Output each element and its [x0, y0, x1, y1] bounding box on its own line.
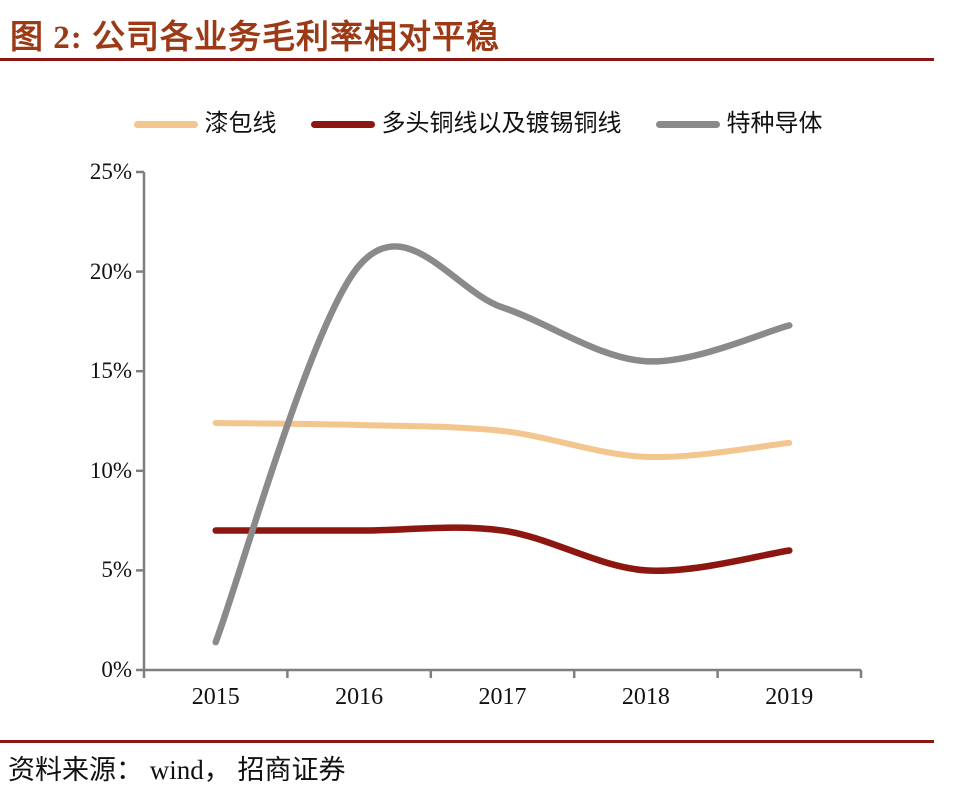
- legend-item-qibaoxian: 漆包线: [133, 108, 277, 140]
- x-axis-label: 2018: [621, 684, 670, 710]
- title-rule: [0, 58, 934, 61]
- x-axis-label: 2019: [765, 684, 814, 710]
- source-rule: [0, 740, 934, 743]
- y-axis-label: 25%: [89, 159, 132, 184]
- x-axis-label: 2017: [478, 684, 527, 710]
- y-axis-label: 0%: [101, 657, 132, 682]
- legend-label: 多头铜线以及镀锡铜线: [381, 111, 622, 137]
- legend-swatch-line-icon: [655, 120, 720, 128]
- legend-label: 特种导体: [726, 111, 823, 137]
- legend-swatch-line-icon: [133, 120, 198, 128]
- legend-item-duotoutongxian: 多头铜线以及镀锡铜线: [310, 108, 622, 140]
- x-axis-label: 2016: [335, 684, 384, 710]
- source-text: 资料来源： wind， 招商证券: [8, 755, 346, 785]
- x-axis-label: 2015: [191, 684, 240, 710]
- legend-label: 漆包线: [204, 111, 277, 137]
- figure-title: 图 2: 公司各业务毛利率相对平稳: [10, 20, 500, 56]
- chart-legend: 漆包线 多头铜线以及镀锡铜线 特种导体: [0, 108, 956, 140]
- legend-swatch-line-icon: [310, 120, 375, 128]
- y-axis-label: 15%: [89, 358, 132, 384]
- y-axis-label: 20%: [89, 258, 132, 284]
- y-axis-label: 5%: [101, 557, 132, 583]
- y-axis-label: 10%: [89, 457, 132, 483]
- legend-item-tezhongdaoti: 特种导体: [655, 108, 823, 140]
